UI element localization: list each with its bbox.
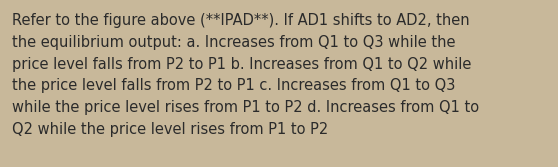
- Text: the equilibrium output: a. Increases from Q1 to Q3 while the: the equilibrium output: a. Increases fro…: [12, 35, 455, 50]
- Text: while the price level rises from P1 to P2 d. Increases from Q1 to: while the price level rises from P1 to P…: [12, 100, 479, 115]
- Text: Q2 while the price level rises from P1 to P2: Q2 while the price level rises from P1 t…: [12, 122, 328, 137]
- Text: the price level falls from P2 to P1 c. Increases from Q1 to Q3: the price level falls from P2 to P1 c. I…: [12, 78, 455, 93]
- Text: price level falls from P2 to P1 b. Increases from Q1 to Q2 while: price level falls from P2 to P1 b. Incre…: [12, 57, 472, 72]
- Text: Refer to the figure above (**IPAD**). If AD1 shifts to AD2, then: Refer to the figure above (**IPAD**). If…: [12, 13, 470, 28]
